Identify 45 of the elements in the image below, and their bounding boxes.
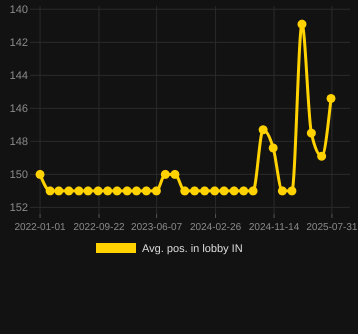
x-tick-label: 2022-01-01 — [14, 222, 66, 233]
legend-label: Avg. pos. in lobby IN — [142, 242, 243, 255]
x-tick-label: 2024-02-26 — [190, 222, 242, 233]
y-tick-label: 142 — [10, 37, 28, 50]
point — [122, 186, 132, 196]
point — [230, 186, 239, 196]
point — [180, 186, 190, 196]
point — [239, 186, 248, 196]
point — [258, 125, 268, 134]
x-tick-label: 2023-06-07 — [131, 222, 183, 233]
point — [317, 152, 326, 161]
point — [142, 186, 151, 196]
point — [160, 170, 170, 179]
y-tick-label: 150 — [10, 169, 28, 182]
point — [74, 186, 84, 196]
point — [170, 170, 180, 179]
x-tick-label: 2025-07-31 — [306, 222, 358, 233]
point — [210, 186, 220, 196]
point — [306, 128, 316, 138]
y-tick-label: 144 — [10, 70, 28, 82]
x-tick-label: 2022-09-22 — [73, 222, 126, 233]
point — [297, 20, 306, 29]
point — [46, 186, 55, 196]
point — [84, 186, 93, 196]
point — [190, 186, 200, 196]
point — [64, 186, 74, 196]
point — [220, 186, 229, 196]
point — [94, 186, 103, 196]
point — [112, 186, 122, 196]
y-tick-label: 148 — [10, 136, 28, 148]
y-tick-label: 140 — [10, 4, 28, 16]
y-tick-label: 152 — [10, 202, 28, 214]
point — [103, 186, 112, 196]
point — [326, 94, 336, 103]
point — [54, 186, 64, 196]
x-tick-label: 2024-11-14 — [248, 222, 300, 233]
y-tick-label: 146 — [10, 103, 28, 116]
point — [278, 186, 287, 196]
point — [268, 143, 278, 152]
point — [152, 186, 161, 196]
point — [200, 186, 210, 196]
point — [36, 170, 45, 179]
point — [248, 186, 258, 196]
point — [287, 186, 296, 196]
point — [132, 186, 142, 196]
